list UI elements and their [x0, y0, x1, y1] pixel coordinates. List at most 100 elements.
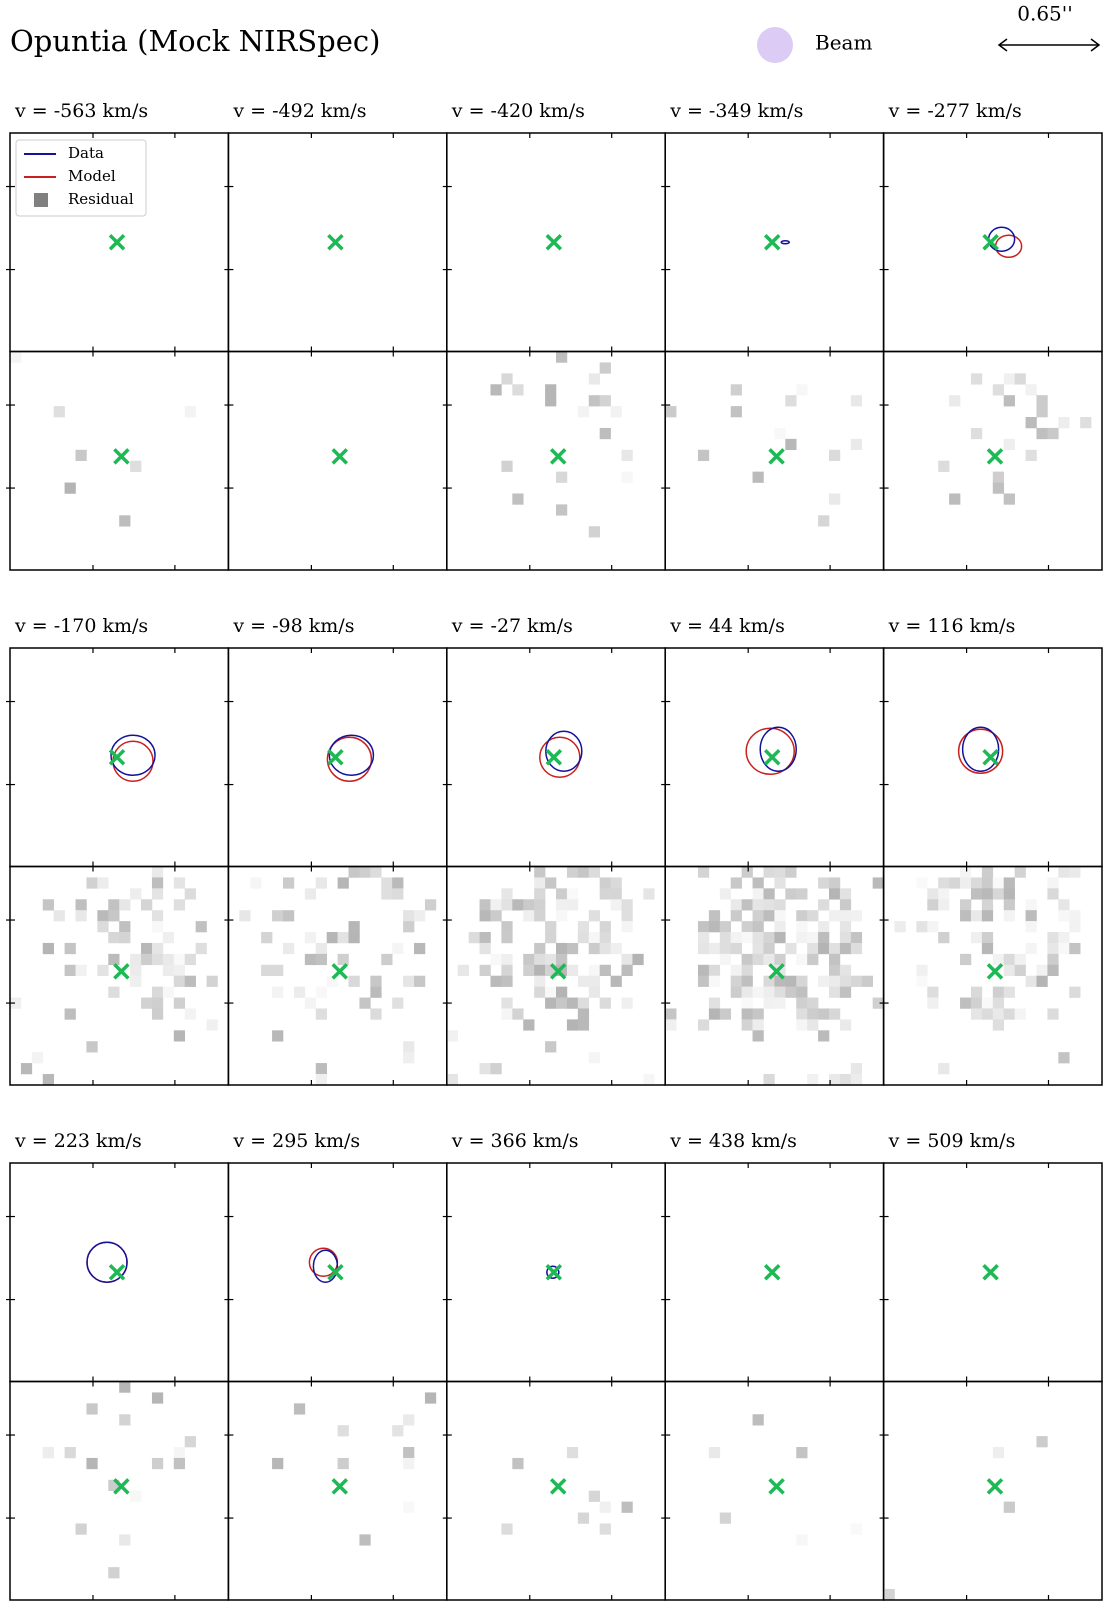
residual-pixel: [1015, 867, 1026, 878]
residual-pixel: [163, 987, 174, 998]
channel-panel: v = -27 km/s: [443, 615, 665, 1085]
residual-pixel: [993, 1447, 1004, 1458]
residual-pixel: [862, 976, 873, 987]
residual-pixel: [829, 987, 840, 998]
residual-pixel: [731, 987, 742, 998]
residual-pixel: [927, 921, 938, 932]
residual-pixel: [709, 921, 720, 932]
residual-pixel: [86, 1041, 97, 1052]
residual-pixel: [731, 965, 742, 976]
residual-pixel: [32, 1052, 43, 1063]
residual-pixel: [403, 976, 414, 987]
residual-pixel: [578, 1008, 589, 1019]
residual-pixel: [534, 987, 545, 998]
residual-pixel: [643, 1074, 654, 1085]
residual-pixel: [1026, 976, 1037, 987]
residual-pixel: [709, 943, 720, 954]
center-marker: [770, 1479, 784, 1493]
data-contour: [313, 1250, 337, 1282]
residual-pixel: [174, 965, 185, 976]
residual-pixel: [851, 910, 862, 921]
residual-pixel: [1026, 417, 1037, 428]
residual-pixel: [763, 943, 774, 954]
residual-pixel: [272, 1030, 283, 1041]
residual-pixel: [370, 976, 381, 987]
center-marker: [328, 1265, 342, 1279]
residual-pixel: [163, 932, 174, 943]
residual-pixel: [534, 976, 545, 987]
residual-pixel: [622, 954, 633, 965]
residual-pixel: [1004, 1008, 1015, 1019]
residual-pixel: [490, 976, 501, 987]
residual-pixel: [152, 1392, 163, 1403]
residual-pixel: [108, 987, 119, 998]
residual-pixel: [720, 943, 731, 954]
residual-pixel: [840, 976, 851, 987]
residual-pixel: [622, 965, 633, 976]
center-marker: [547, 235, 561, 249]
residual-pixel: [1004, 987, 1015, 998]
residual-pixel: [1036, 428, 1047, 439]
residual-pixel: [163, 954, 174, 965]
legend-label: Model: [68, 167, 116, 185]
residual-pixel: [316, 1074, 327, 1085]
residual-pixel: [796, 987, 807, 998]
residual-pixel: [1004, 1502, 1015, 1513]
residual-pixel: [403, 921, 414, 932]
residual-pixel: [283, 943, 294, 954]
center-marker: [988, 964, 1002, 978]
residual-pixel: [370, 1008, 381, 1019]
residual-pixel: [370, 867, 381, 878]
residual-pixel: [818, 1008, 829, 1019]
residual-pixel: [196, 921, 207, 932]
residual-pixel: [960, 877, 971, 888]
residual-pixel: [873, 877, 884, 888]
residual-pixel: [512, 493, 523, 504]
center-marker: [110, 750, 124, 764]
residual-pixel: [97, 910, 108, 921]
residual-pixel: [76, 450, 87, 461]
residual-pixel: [916, 976, 927, 987]
channel-panel: v = -492 km/s: [224, 100, 446, 570]
residual-pixel: [54, 406, 65, 417]
residual-pixel: [600, 998, 611, 1009]
residual-pixel: [982, 1008, 993, 1019]
channel-panel: v = -98 km/s: [224, 615, 446, 1085]
channel-label: v = 366 km/s: [451, 1130, 579, 1152]
channel-label: v = -349 km/s: [669, 100, 803, 122]
residual-pixel: [949, 395, 960, 406]
residual-pixel: [480, 965, 491, 976]
residual-pixel: [1047, 943, 1058, 954]
residual-pixel: [993, 987, 1004, 998]
residual-pixel: [392, 998, 403, 1009]
residual-pixel: [338, 932, 349, 943]
residual-pixel: [982, 932, 993, 943]
residual-pixel: [720, 1008, 731, 1019]
residual-pixel: [425, 1392, 436, 1403]
residual-pixel: [611, 877, 622, 888]
residual-pixel: [1026, 450, 1037, 461]
residual-pixel: [916, 965, 927, 976]
residual-pixel: [731, 943, 742, 954]
residual-pixel: [600, 395, 611, 406]
residual-pixel: [305, 954, 316, 965]
residual-pixel: [753, 1030, 764, 1041]
residual-pixel: [611, 899, 622, 910]
residual-pixel: [272, 987, 283, 998]
residual-pixel: [567, 899, 578, 910]
channel-panel: v = 366 km/s: [443, 1130, 665, 1600]
residual-pixel: [185, 406, 196, 417]
residual-pixel: [86, 1403, 97, 1414]
residual-pixel: [403, 1052, 414, 1063]
residual-pixel: [971, 373, 982, 384]
residual-pixel: [239, 910, 250, 921]
center-marker: [765, 1265, 779, 1279]
residual-pixel: [370, 987, 381, 998]
residual-pixel: [720, 1513, 731, 1524]
residual-pixel: [305, 932, 316, 943]
residual-pixel: [851, 439, 862, 450]
residual-pixel: [119, 1382, 130, 1393]
residual-pixel: [600, 943, 611, 954]
residual-pixel: [403, 1041, 414, 1052]
residual-pixel: [611, 943, 622, 954]
